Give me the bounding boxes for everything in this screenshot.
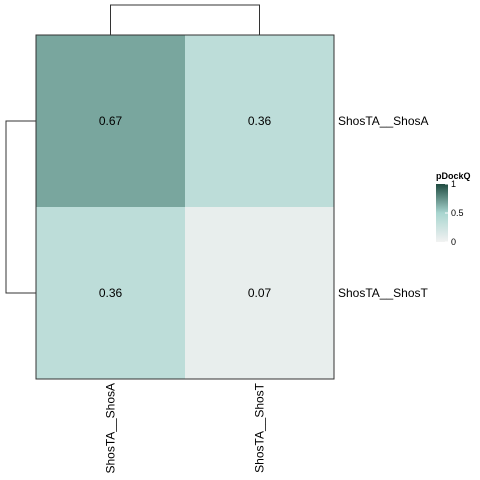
heatmap-cell-r1-c0	[36, 207, 185, 379]
cell-value-label: 0.36	[248, 114, 272, 128]
heatmap-cells: 0.67 0.36 0.36 0.07	[36, 35, 334, 379]
column-labels: ShosTA__ShosA ShosTA__ShosT	[104, 382, 267, 473]
legend-tick-label: 1	[451, 179, 456, 189]
column-dendrogram	[110, 4, 260, 35]
row-dendrogram	[5, 120, 36, 294]
legend-tick-label: 0	[451, 237, 456, 247]
column-dendrogram-branch	[110, 4, 260, 35]
heatmap-cell-r1-c1	[185, 207, 334, 379]
heatmap-cell-r0-c1	[185, 35, 334, 207]
cell-value-label: 0.67	[99, 114, 123, 128]
color-legend: pDockQ 1 0.5 0	[436, 171, 471, 247]
column-label: ShosTA__ShosA	[104, 383, 118, 474]
cell-value-label: 0.07	[248, 286, 272, 300]
legend-color-bar	[436, 184, 448, 242]
column-label: ShosTA__ShosT	[253, 382, 267, 472]
row-dendrogram-branch	[5, 120, 36, 294]
row-label: ShosTA__ShosT	[338, 286, 428, 300]
legend-title: pDockQ	[436, 171, 471, 181]
row-labels: ShosTA__ShosA ShosTA__ShosT	[338, 114, 429, 300]
row-label: ShosTA__ShosA	[338, 114, 429, 128]
legend-tick-label: 0.5	[451, 208, 464, 218]
cell-value-label: 0.36	[99, 286, 123, 300]
heatmap-border	[35, 34, 335, 380]
heatmap-cell-r0-c0	[36, 35, 185, 207]
